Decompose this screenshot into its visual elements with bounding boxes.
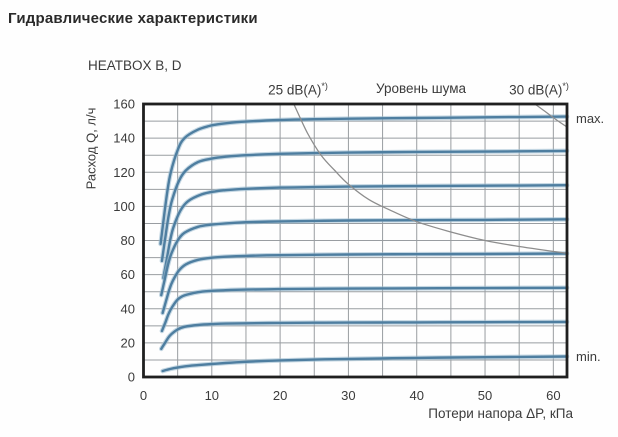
- noise-30db-text: 30 dB(A): [509, 82, 563, 98]
- page-title: Гидравлические характеристики: [8, 10, 258, 27]
- y-tick-label: 40: [121, 301, 135, 316]
- flow-curve: [159, 115, 569, 246]
- chart-title: HEATBOX B, D: [88, 58, 182, 73]
- noise-level-curve: [293, 103, 568, 254]
- x-tick-label: 20: [273, 388, 287, 403]
- y-tick-label: 100: [113, 199, 135, 214]
- flow-curve: [161, 252, 569, 315]
- footnote-marker: *): [562, 81, 569, 91]
- y-tick-label: 80: [121, 233, 135, 248]
- flow-curve: [160, 320, 569, 351]
- flow-curve: [161, 355, 569, 373]
- noise-25db-text: 25 dB(A): [268, 82, 322, 98]
- x-tick-label: 30: [341, 388, 355, 403]
- flow-curve: [160, 218, 569, 297]
- flow-curve-halo: [161, 182, 570, 281]
- noise-level-25db-label: 25 dB(A)*): [268, 81, 328, 98]
- x-tick-label: 10: [205, 388, 219, 403]
- max-annotation: max.: [576, 111, 605, 126]
- y-tick-label: 0: [128, 370, 135, 385]
- y-tick-label: 120: [113, 165, 135, 180]
- x-tick-label: 60: [546, 388, 560, 403]
- flow-curve: [162, 184, 569, 280]
- x-tick-label: 0: [140, 388, 147, 403]
- flow-curve: [160, 149, 569, 263]
- y-tick-label: 20: [121, 335, 135, 350]
- x-axis-title: Потери напора ΔP, кПа: [428, 406, 573, 421]
- flow-curve-halo: [160, 251, 570, 316]
- x-tick-label: 40: [409, 388, 423, 403]
- x-tick-label: 50: [478, 388, 492, 403]
- footnote-marker: *): [321, 81, 328, 91]
- noise-level-30db-label: 30 dB(A)*): [509, 81, 569, 98]
- noise-level-header: Уровень шума: [376, 81, 466, 96]
- y-tick-label: 60: [121, 267, 135, 282]
- min-annotation: min.: [576, 349, 601, 364]
- plot-frame: [142, 102, 569, 379]
- noise-level-curve: [534, 103, 568, 128]
- flow-curve: [160, 286, 569, 333]
- y-tick-label: 160: [113, 97, 135, 112]
- y-tick-label: 140: [113, 131, 135, 146]
